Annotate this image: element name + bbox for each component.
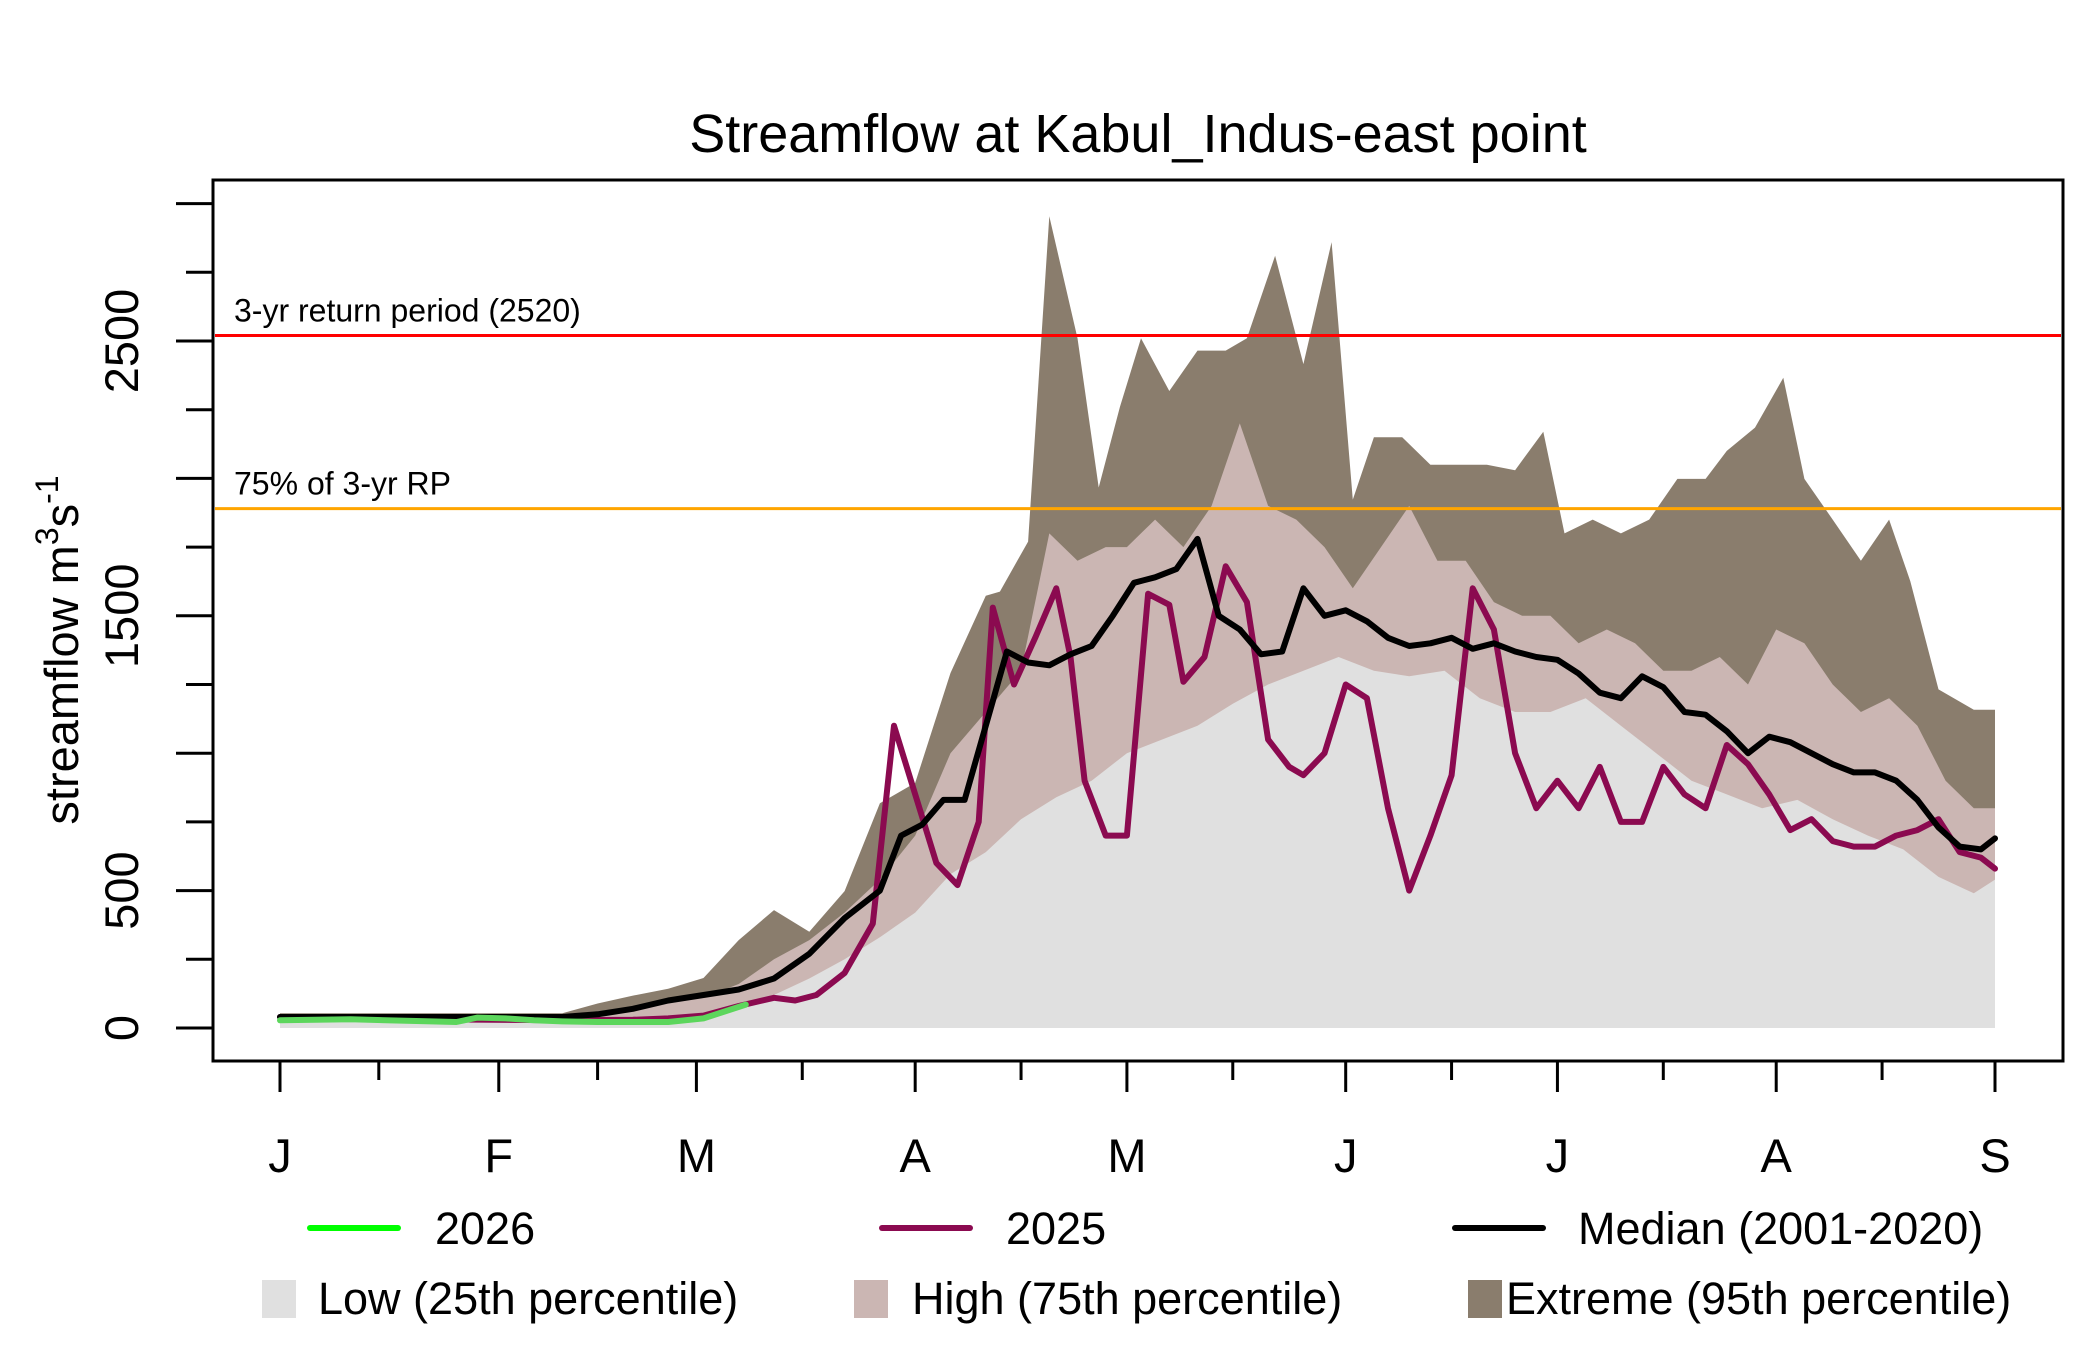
y-axis: 0 500 1500 2500 <box>95 202 213 1041</box>
y-tick-label: 2500 <box>95 289 148 394</box>
x-tick-label: J <box>1546 1129 1570 1182</box>
band-low <box>280 657 1995 1028</box>
reference-lines: 3-yr return period (2520) 75% of 3-yr RP <box>215 293 2061 511</box>
plot-frame <box>211 178 2065 1063</box>
y-axis-label-mid: s <box>35 504 88 528</box>
x-tick-label: F <box>484 1129 513 1182</box>
series-lines <box>277 535 1998 1025</box>
y-axis-label-sup1: 3 <box>29 527 65 545</box>
legend-swatch-box <box>1468 1280 1502 1318</box>
y-axis-label-sup2: -1 <box>29 475 65 503</box>
x-tick-label: A <box>900 1129 932 1182</box>
legend-swatch-box <box>262 1280 296 1318</box>
legend-label: Median (2001-2020) <box>1578 1203 1983 1254</box>
x-tick-label: J <box>1334 1129 1358 1182</box>
x-tick-label: M <box>1107 1129 1146 1182</box>
legend-label: Low (25th percentile) <box>318 1273 738 1324</box>
series-line-2026 <box>277 1001 749 1025</box>
y-axis-label: streamflow m3s-1 <box>29 475 88 824</box>
legend-swatch-box <box>854 1280 888 1318</box>
legend-label: 2025 <box>1006 1203 1106 1254</box>
y-axis-label-base: streamflow m <box>35 545 88 824</box>
y-tick-label: 1500 <box>95 564 148 669</box>
series-line-median <box>277 535 1998 1020</box>
legend: 2026 2025 Median (2001-2020) Low (25th perc… <box>262 1203 2011 1324</box>
x-tick-label: M <box>677 1129 716 1182</box>
chart-title: Streamflow at Kabul_Indus-east point <box>689 104 1587 164</box>
x-tick-label: S <box>1979 1129 2010 1182</box>
y-tick-label: 0 <box>95 1015 148 1041</box>
y-tick-label: 500 <box>95 851 148 929</box>
legend-label: High (75th percentile) <box>912 1273 1342 1324</box>
x-tick-label: A <box>1761 1129 1793 1182</box>
legend-label: Extreme (95th percentile) <box>1506 1273 2011 1324</box>
legend-label: 2026 <box>435 1203 535 1254</box>
x-tick-label: J <box>268 1129 292 1182</box>
series-line-2025 <box>277 563 1998 1024</box>
ref-label-75pct-rp: 75% of 3-yr RP <box>234 466 451 502</box>
ref-label-3yr-rp: 3-yr return period (2520) <box>234 293 581 329</box>
percentile-bands <box>280 216 1995 1028</box>
